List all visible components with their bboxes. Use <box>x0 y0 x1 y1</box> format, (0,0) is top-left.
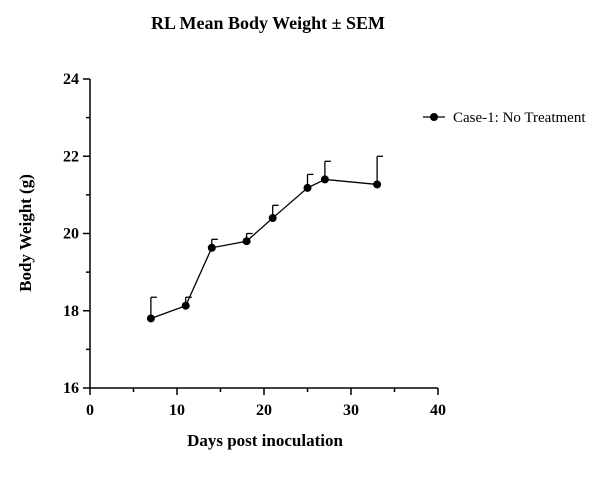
x-tick-label: 30 <box>343 402 359 419</box>
x-tick-label: 20 <box>256 402 272 419</box>
y-tick-label: 16 <box>63 380 79 397</box>
ticks: 16 18 20 22 24 0 10 20 30 40 <box>63 71 446 419</box>
data-point <box>207 243 216 252</box>
axes <box>89 79 438 389</box>
legend-label: Case-1: No Treatment <box>453 110 586 126</box>
y-tick-label: 24 <box>63 71 79 88</box>
y-axis-label: Body Weight (g) <box>16 174 35 292</box>
x-tick-label: 10 <box>169 402 185 419</box>
chart-title: RL Mean Body Weight ± SEM <box>151 13 385 33</box>
data-point <box>242 237 251 246</box>
y-tick-label: 20 <box>63 226 79 243</box>
legend-marker <box>430 113 438 121</box>
legend: Case-1: No Treatment <box>423 110 586 126</box>
x-axis-label: Days post inoculation <box>187 431 343 450</box>
data-point <box>373 180 382 189</box>
series-line <box>150 178 378 320</box>
data-point <box>268 214 277 223</box>
plot-area <box>146 155 384 323</box>
data-point <box>303 183 312 192</box>
data-point <box>320 175 329 184</box>
x-tick-label: 0 <box>86 402 94 419</box>
y-tick-label: 22 <box>63 148 79 165</box>
x-tick-label: 40 <box>430 402 446 419</box>
data-point <box>146 314 155 323</box>
data-point <box>181 301 190 310</box>
y-tick-label: 18 <box>63 303 79 320</box>
